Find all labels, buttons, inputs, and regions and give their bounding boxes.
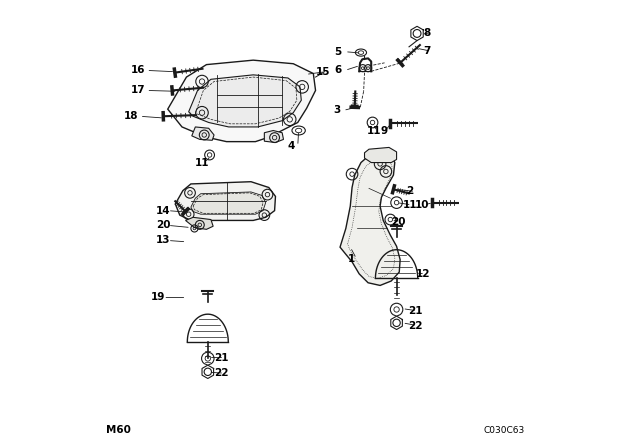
Polygon shape <box>175 182 275 220</box>
Polygon shape <box>191 192 266 214</box>
Text: 22: 22 <box>214 368 228 378</box>
Text: 18: 18 <box>124 111 139 121</box>
Polygon shape <box>264 130 284 142</box>
Text: 12: 12 <box>416 269 430 279</box>
Text: 5: 5 <box>334 47 342 57</box>
Text: 17: 17 <box>131 86 145 95</box>
Text: 8: 8 <box>423 28 431 38</box>
Polygon shape <box>192 127 214 140</box>
Text: 14: 14 <box>156 206 171 215</box>
Text: 7: 7 <box>423 46 431 56</box>
Text: 11: 11 <box>367 126 381 136</box>
Polygon shape <box>391 316 403 330</box>
Polygon shape <box>186 217 213 229</box>
Text: 4: 4 <box>288 141 295 151</box>
Ellipse shape <box>292 126 305 135</box>
Ellipse shape <box>355 49 367 56</box>
Text: 20: 20 <box>391 217 406 227</box>
Text: 9: 9 <box>380 126 387 136</box>
Polygon shape <box>411 26 423 41</box>
Polygon shape <box>168 60 316 142</box>
Text: 16: 16 <box>131 65 145 75</box>
Text: 2: 2 <box>406 186 413 197</box>
Text: 10: 10 <box>414 200 429 210</box>
Text: 20: 20 <box>156 220 171 230</box>
Text: 6: 6 <box>334 65 342 75</box>
Polygon shape <box>202 365 214 379</box>
Text: 11: 11 <box>195 158 209 168</box>
Text: 3: 3 <box>333 105 340 116</box>
Text: 21: 21 <box>408 306 422 316</box>
Text: 13: 13 <box>156 236 171 246</box>
Text: C030C63: C030C63 <box>484 426 525 435</box>
Text: 11: 11 <box>403 200 417 210</box>
Polygon shape <box>365 147 397 163</box>
Text: 21: 21 <box>214 353 228 362</box>
Text: 1: 1 <box>348 254 355 264</box>
Polygon shape <box>340 151 400 285</box>
Text: 19: 19 <box>151 293 165 302</box>
Polygon shape <box>189 75 301 127</box>
Text: 15: 15 <box>316 67 330 77</box>
Text: M60: M60 <box>106 426 131 435</box>
Text: 22: 22 <box>408 320 422 331</box>
